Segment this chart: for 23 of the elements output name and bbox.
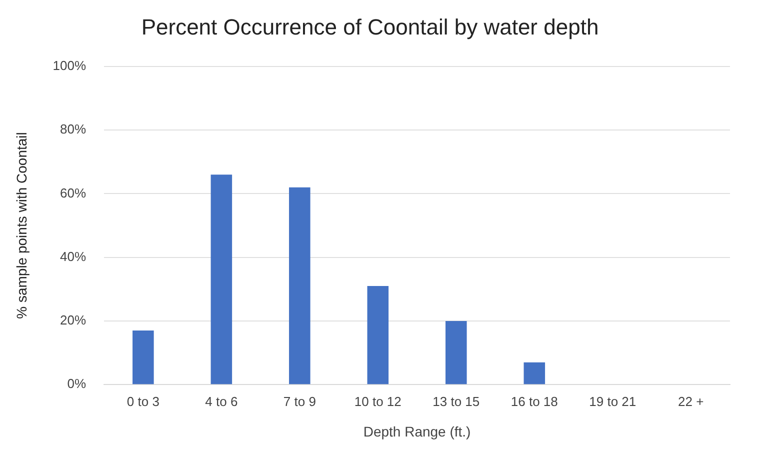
bar (210, 174, 232, 384)
bar (524, 362, 546, 384)
x-tick-label: 7 to 9 (283, 394, 316, 409)
y-tick-label: 0% (67, 376, 86, 392)
x-tick-label: 4 to 6 (205, 394, 238, 409)
x-tick-label: 19 to 21 (589, 394, 636, 409)
y-tick-label: 80% (60, 122, 86, 137)
x-tick-label: 13 to 15 (432, 394, 480, 409)
chart-title: Percent Occurrence of Coontail by water depth (141, 14, 599, 40)
y-tick-label: 60% (60, 185, 86, 200)
bar (289, 187, 310, 384)
y-tick-label: 40% (60, 248, 86, 264)
y-axis-title: % sample points with Coontail (13, 132, 30, 319)
x-tick-label: 10 to 12 (354, 394, 402, 409)
x-tick-label: 22 + (678, 394, 704, 409)
x-tick-label: 16 to 18 (510, 394, 558, 409)
y-tick-label: 100% (52, 58, 86, 73)
y-tick-label: 20% (60, 312, 86, 328)
x-axis-title: Depth Range (ft.) (363, 423, 471, 440)
bar (367, 286, 389, 384)
bar (446, 320, 467, 384)
x-tick-label: 0 to 3 (126, 394, 160, 409)
bar (132, 330, 154, 384)
